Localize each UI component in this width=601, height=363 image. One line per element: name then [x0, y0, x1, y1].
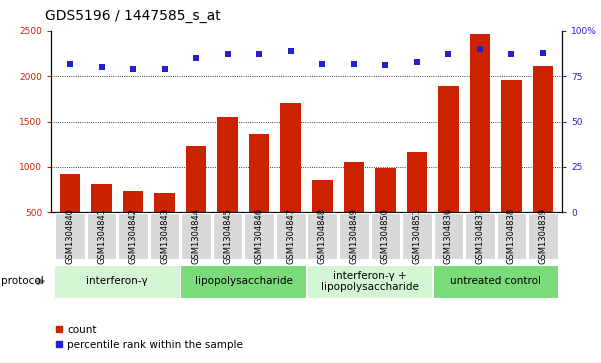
Text: GSM1304842: GSM1304842 [129, 208, 138, 264]
Point [191, 55, 201, 61]
Bar [245, 213, 274, 259]
Legend: count, percentile rank within the sample: count, percentile rank within the sample [50, 321, 247, 354]
Point [475, 46, 485, 52]
Text: interferon-γ +
lipopolysaccharide: interferon-γ + lipopolysaccharide [321, 270, 418, 292]
Bar [54, 265, 180, 298]
Bar [281, 103, 301, 258]
Bar [307, 265, 432, 298]
Text: GSM1304847: GSM1304847 [286, 208, 295, 264]
Text: GSM1304838: GSM1304838 [507, 208, 516, 264]
Point [97, 64, 106, 70]
Bar [339, 213, 368, 259]
Bar [433, 213, 463, 259]
Bar [308, 213, 337, 259]
Bar [182, 213, 211, 259]
Bar [375, 168, 395, 258]
Point [223, 52, 233, 57]
Text: GSM1304849: GSM1304849 [349, 208, 358, 264]
Bar [154, 193, 175, 258]
Bar [218, 117, 238, 258]
Bar [180, 265, 306, 298]
Point [128, 66, 138, 72]
Bar [532, 66, 554, 258]
Text: GSM1304845: GSM1304845 [223, 208, 232, 264]
Point [538, 50, 548, 56]
Bar [371, 213, 400, 259]
Text: GSM1304848: GSM1304848 [318, 208, 327, 264]
Text: GDS5196 / 1447585_s_at: GDS5196 / 1447585_s_at [45, 9, 221, 23]
Bar [501, 80, 522, 258]
Bar [438, 86, 459, 258]
Bar [249, 134, 269, 258]
Point [254, 52, 264, 57]
Bar [87, 213, 117, 259]
Point [349, 61, 359, 66]
Point [317, 61, 327, 66]
Bar [91, 184, 112, 258]
Bar [402, 213, 432, 259]
Bar [118, 213, 148, 259]
Point [380, 62, 390, 68]
Bar [528, 213, 558, 259]
Text: GSM1304846: GSM1304846 [255, 208, 264, 264]
Point [160, 66, 169, 72]
Point [444, 52, 453, 57]
Text: lipopolysaccharide: lipopolysaccharide [195, 276, 292, 286]
Bar [407, 152, 427, 258]
Text: GSM1304837: GSM1304837 [475, 208, 484, 264]
Text: interferon-γ: interferon-γ [87, 276, 148, 286]
Bar [276, 213, 305, 259]
Text: protocol: protocol [1, 276, 44, 286]
Bar [55, 213, 85, 259]
Text: untreated control: untreated control [450, 276, 542, 286]
Bar [344, 162, 364, 258]
Bar [496, 213, 526, 259]
Text: GSM1304850: GSM1304850 [381, 208, 390, 264]
Point [412, 59, 422, 65]
Text: GSM1304844: GSM1304844 [192, 208, 201, 264]
Bar [465, 213, 495, 259]
Bar [59, 174, 81, 258]
Bar [123, 191, 143, 258]
Bar [150, 213, 180, 259]
Point [65, 61, 75, 66]
Bar [213, 213, 242, 259]
Bar [186, 146, 206, 258]
Text: GSM1304839: GSM1304839 [538, 208, 548, 264]
Text: GSM1304840: GSM1304840 [66, 208, 75, 264]
Point [286, 48, 296, 54]
Text: GSM1304841: GSM1304841 [97, 208, 106, 264]
Text: GSM1304843: GSM1304843 [160, 208, 169, 264]
Point [507, 52, 516, 57]
Text: GSM1304851: GSM1304851 [412, 208, 421, 264]
Text: GSM1304836: GSM1304836 [444, 208, 453, 264]
Bar [312, 180, 332, 258]
Bar [470, 34, 490, 258]
Bar [433, 265, 558, 298]
